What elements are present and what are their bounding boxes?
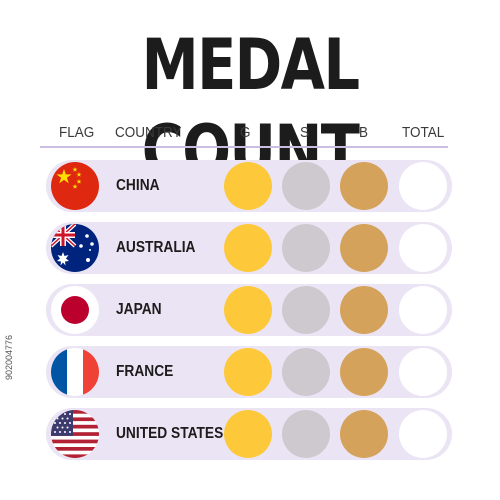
- table-header: FLAG COUNTRY G S B TOTAL: [40, 124, 448, 148]
- total-cell: [399, 286, 447, 334]
- total-cell: [399, 410, 447, 458]
- bronze-medal-cell: [340, 286, 388, 334]
- page-title: MEDAL COUNT: [141, 24, 360, 192]
- usa-flag-icon: [51, 410, 99, 458]
- header-gold: G: [240, 124, 251, 141]
- country-name: AUSTRALIA: [116, 239, 196, 256]
- header-country: COUNTRY: [115, 124, 182, 141]
- bronze-medal-cell: [340, 224, 388, 272]
- gold-medal-cell: [224, 162, 272, 210]
- silver-medal-cell: [282, 348, 330, 396]
- silver-medal-cell: [282, 410, 330, 458]
- silver-medal-cell: [282, 162, 330, 210]
- header-bronze: B: [359, 124, 369, 141]
- table-row: CHINA: [46, 160, 452, 212]
- header-flag: FLAG: [59, 124, 95, 141]
- table-row: AUSTRALIA: [46, 222, 452, 274]
- table-row: JAPAN: [46, 284, 452, 336]
- header-silver: S: [300, 124, 310, 141]
- country-name: UNITED STATES: [116, 425, 224, 442]
- china-flag-icon: [51, 162, 99, 210]
- gold-medal-cell: [224, 224, 272, 272]
- total-cell: [399, 348, 447, 396]
- table-row: UNITED STATES: [46, 408, 452, 460]
- france-flag-icon: [51, 348, 99, 396]
- japan-flag-icon: [51, 286, 99, 334]
- table-row: FRANCE: [46, 346, 452, 398]
- bronze-medal-cell: [340, 162, 388, 210]
- silver-medal-cell: [282, 286, 330, 334]
- silver-medal-cell: [282, 224, 330, 272]
- total-cell: [399, 162, 447, 210]
- stock-id-label: 902004776: [4, 334, 14, 380]
- country-name: FRANCE: [116, 363, 174, 380]
- country-name: CHINA: [116, 177, 160, 194]
- bronze-medal-cell: [340, 410, 388, 458]
- bronze-medal-cell: [340, 348, 388, 396]
- header-total: TOTAL: [402, 124, 445, 141]
- gold-medal-cell: [224, 410, 272, 458]
- country-name: JAPAN: [116, 301, 162, 318]
- gold-medal-cell: [224, 348, 272, 396]
- total-cell: [399, 224, 447, 272]
- australia-flag-icon: [51, 224, 99, 272]
- gold-medal-cell: [224, 286, 272, 334]
